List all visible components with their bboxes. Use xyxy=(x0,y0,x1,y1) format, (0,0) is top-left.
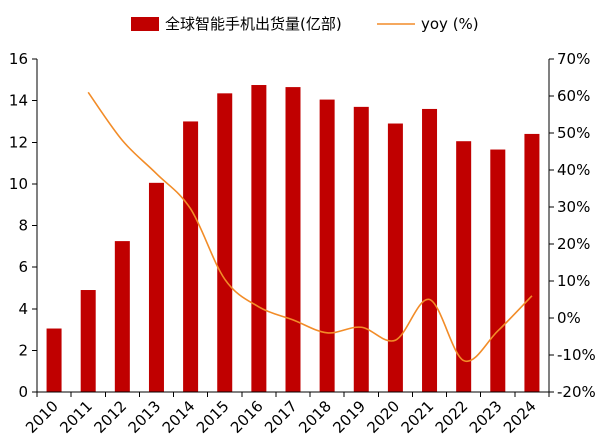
left-tick-label: 6 xyxy=(18,258,28,276)
legend-bar-label: 全球智能手机出货量(亿部) xyxy=(165,15,342,33)
x-tick-label: 2010 xyxy=(22,397,62,437)
bar-2019 xyxy=(353,106,369,393)
bar-2020 xyxy=(387,123,403,393)
bar-2022 xyxy=(456,141,472,392)
right-tick-label: -10% xyxy=(557,346,596,364)
right-tick-label: 0% xyxy=(557,309,581,327)
yoy-line xyxy=(87,91,533,363)
x-tick-label: 2021 xyxy=(398,397,438,437)
left-tick-label: 4 xyxy=(18,300,28,318)
x-tick-label: 2014 xyxy=(159,397,199,437)
left-tick-label: 10 xyxy=(9,175,28,193)
x-tick-label: 2020 xyxy=(363,397,403,437)
x-tick-label: 2012 xyxy=(90,397,130,437)
left-tick-label: 0 xyxy=(18,383,28,401)
x-tick-label: 2015 xyxy=(193,397,233,437)
bar-2018 xyxy=(319,99,335,392)
left-tick-label: 2 xyxy=(18,341,28,359)
bar-2011 xyxy=(80,290,96,392)
left-tick-label: 12 xyxy=(9,133,28,151)
x-tick-label: 2023 xyxy=(466,397,506,437)
right-tick-label: 10% xyxy=(557,272,590,290)
bar-2017 xyxy=(285,87,301,393)
bar-2012 xyxy=(114,241,130,392)
x-tick-label: 2019 xyxy=(329,397,369,437)
legend-line-label: yoy (%) xyxy=(421,15,479,33)
bar-2010 xyxy=(46,328,62,392)
bar-2024 xyxy=(524,133,540,393)
left-tick-label: 14 xyxy=(9,92,28,110)
right-tick-label: -20% xyxy=(557,383,596,401)
right-tick-label: 20% xyxy=(557,235,590,253)
legend-bar-swatch xyxy=(131,17,159,31)
bar-series xyxy=(46,85,540,393)
bar-2013 xyxy=(148,182,164,392)
right-tick-label: 60% xyxy=(557,87,590,105)
x-tick-label: 2018 xyxy=(295,397,335,437)
bar-2016 xyxy=(251,85,267,392)
x-tick-label: 2016 xyxy=(227,397,267,437)
line-series xyxy=(87,91,533,363)
right-tick-label: 40% xyxy=(557,161,590,179)
axes: 0 2 4 6 8 10 12 14 16 -20% -10% 0% 10% 20% 30% 40% 50% 60… xyxy=(9,50,596,437)
legend: 全球智能手机出货量(亿部) yoy (%) xyxy=(131,15,479,33)
x-tick-label: 2024 xyxy=(500,397,540,437)
right-tick-label: 50% xyxy=(557,124,590,142)
x-tick-label: 2022 xyxy=(432,397,472,437)
bar-2023 xyxy=(490,149,506,392)
x-tick-label: 2017 xyxy=(261,397,301,437)
bar-2014 xyxy=(183,121,199,392)
bar-2015 xyxy=(217,93,233,392)
x-tick-label: 2013 xyxy=(125,397,165,437)
x-tick-label: 2011 xyxy=(56,397,96,437)
left-tick-label: 8 xyxy=(18,217,28,235)
right-tick-label: 70% xyxy=(557,50,590,68)
bar-2021 xyxy=(422,108,438,392)
right-tick-label: 30% xyxy=(557,198,590,216)
left-tick-label: 16 xyxy=(9,50,28,68)
